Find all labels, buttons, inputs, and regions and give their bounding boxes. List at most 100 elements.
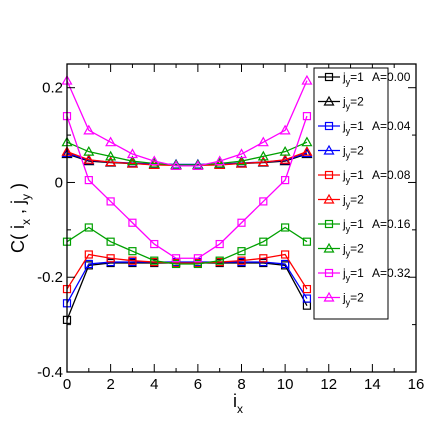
series-10-point [170,160,182,170]
series-7-point [281,223,290,232]
series-7-point [128,247,137,256]
legend-entry-7: jy=1 A=0.16 [318,217,411,234]
legend-label-eq: =1 [350,119,364,133]
series-9-point [106,197,115,206]
series-7 [62,223,312,269]
legend-label-sub: y [346,151,351,161]
y-axis-label-part-5: ) [8,183,28,194]
legend-label: jy=1 [342,217,364,234]
legend-label: jy=1 [342,119,364,136]
legend-label-eq: =1 [350,266,364,280]
y-tick-label: -0.2 [37,269,63,286]
series-5-point [259,254,268,263]
series-9-point [237,218,246,227]
series-5-point [106,254,115,263]
series-7-point [215,256,224,265]
x-tick-label: 6 [194,376,202,393]
series-9-point [281,175,290,185]
x-tick-label: 8 [237,376,245,393]
x-tick-label: 16 [408,376,425,393]
series-9 [62,112,312,263]
legend-param-label: A=0.08 [372,168,411,182]
legend-label: jy=2 [342,242,364,259]
series-8-point [126,155,138,166]
series-6-point [279,153,291,164]
legend-entry-2: jy=2 [318,95,364,112]
series-line [66,253,308,290]
series-10-point [257,136,269,147]
series-7-point [193,259,202,269]
legend-entry-1: jy=1 A=0.00 [318,70,411,87]
legend-param-label: A=0.04 [372,119,411,133]
series-6-point [301,145,313,156]
series-10-point [235,148,248,159]
legend-entry-8: jy=2 [318,242,364,259]
legend-label: jy=1 [342,168,364,185]
series-8-point [105,150,117,161]
series-8-point [214,157,226,168]
y-axis-label-part-3: , j [8,200,28,219]
x-axis-label-main: i [233,391,237,411]
x-axis-label: ix [233,391,243,416]
legend-label-eq: =1 [350,217,364,231]
legend-label: jy=1 [342,70,364,87]
series-10-point [105,136,117,147]
series-5-point [128,256,137,265]
legend-label-main: j [342,291,346,305]
series-10-point [192,160,204,170]
legend-label: jy=2 [342,144,364,161]
series-6-point [235,157,248,168]
legend-label-sub: y [346,249,351,259]
series-5 [62,250,312,294]
series-7-point [84,223,93,232]
series-7-point [171,259,181,269]
series-8-point [83,145,95,156]
series-8-point [301,136,313,147]
legend-label-main: j [342,217,346,231]
series-7-point [106,237,115,246]
legend-label-main: j [342,95,346,109]
y-axis-label-part-4: y [19,194,33,200]
legend-swatch-marker [323,144,335,155]
legend-label-main: j [342,168,346,182]
series-10-point [83,124,95,135]
series-8-point [235,155,248,166]
legend-param-label: A=0.00 [372,70,411,84]
legend-entry-10: jy=2 [318,291,364,308]
legend-label-main: j [342,144,346,158]
legend-entry-9: jy=1 A=0.32 [318,266,411,283]
series-10-point [279,124,291,135]
series-5-point [302,284,312,294]
legend-swatch-marker [324,121,334,131]
legend-label-main: j [342,193,346,207]
legend-swatch-marker [324,72,334,82]
legend-entry-4: jy=2 [318,144,364,161]
legend-label-sub: y [346,126,351,136]
series-8-point [257,150,269,161]
series-7-point [259,237,268,246]
legend-label-eq: =2 [350,193,364,207]
legend-param-label: A=0.32 [372,266,411,280]
legend-label-eq: =2 [350,95,364,109]
series-3-point [84,259,93,269]
series-6-point [257,156,269,167]
series-line [66,151,308,167]
y-axis-label: C( ix , jy ) [8,183,33,253]
legend-label: jy=2 [342,193,364,210]
x-tick-label: 2 [106,376,114,393]
series-10-point [126,148,138,159]
legend-swatch-marker [323,291,335,302]
series-8-point [148,157,160,168]
series-line [66,262,308,321]
series-7-point [237,247,246,256]
legend-swatch-marker [323,193,335,204]
legend-label-sub: y [346,102,351,112]
series-9-point [150,239,159,249]
series-10-point [148,155,160,166]
legend-label-sub: y [346,298,351,308]
x-tick-label: 14 [364,376,381,393]
y-axis-label-part-2: x [19,219,33,225]
x-tick-label: 12 [320,376,337,393]
legend-label-sub: y [346,273,351,283]
